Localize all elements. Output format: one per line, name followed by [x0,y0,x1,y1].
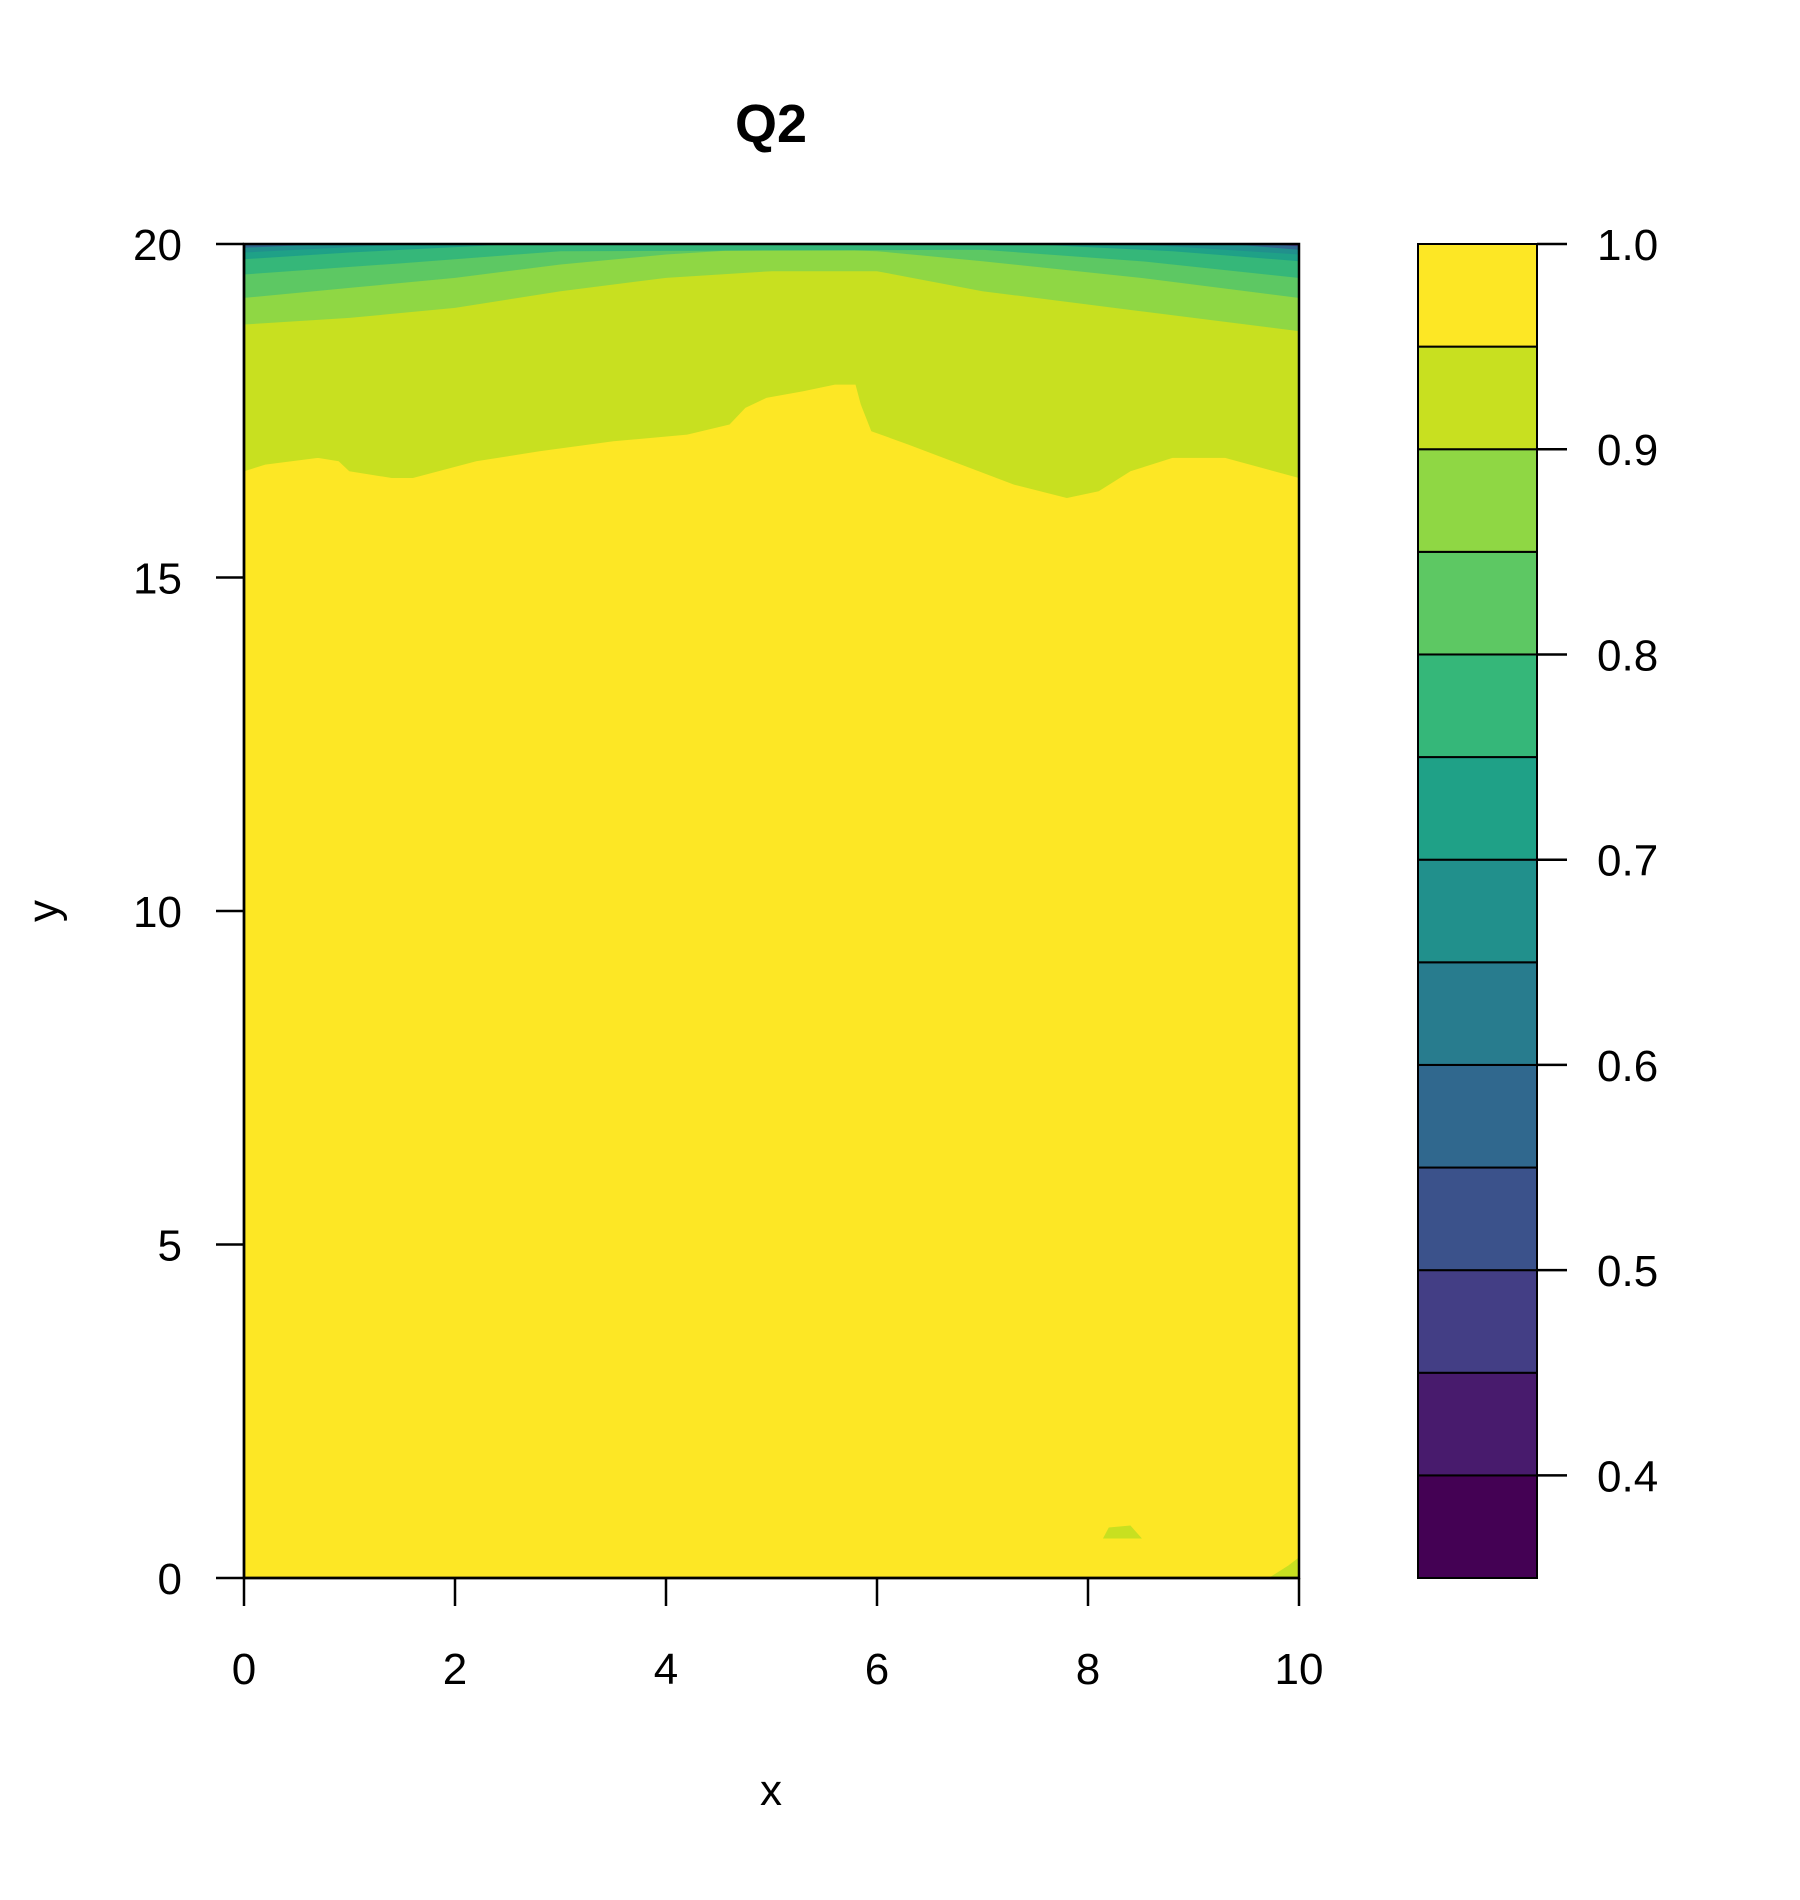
legend-swatch [1417,550,1538,656]
y-axis-label: y [19,900,68,922]
x-tick-label: 6 [865,1645,889,1694]
y-tick-label: 0 [158,1555,182,1604]
legend-tick-label: 0.5 [1597,1247,1658,1296]
legend-swatch [1417,243,1538,348]
contour-region-0 [243,383,1300,1579]
legend-swatch [1417,858,1538,964]
legend-swatch [1417,1371,1538,1477]
x-axis: 0 2 4 6 8 10 [232,1576,1324,1694]
y-axis: 0 5 10 15 20 [133,221,246,1604]
legend-tick-label: 0.6 [1597,1042,1658,1091]
x-tick-label: 10 [1275,1645,1324,1694]
x-tick-label: 4 [654,1645,678,1694]
legend-tick-label: 0.4 [1597,1452,1658,1501]
legend-swatch [1417,961,1538,1066]
y-tick-label: 5 [158,1222,182,1271]
color-legend: 0.4 0.5 0.6 0.7 0.8 0.9 1.0 [1417,221,1658,1580]
legend-swatch [1417,448,1538,553]
legend-tick-label: 0.7 [1597,837,1658,886]
x-axis-label: x [760,1766,782,1815]
x-tick-label: 0 [232,1645,256,1694]
legend-swatch [1417,345,1538,451]
x-tick-label: 8 [1076,1645,1100,1694]
legend-swatch [1417,756,1538,861]
y-tick-label: 10 [133,888,182,937]
legend-swatch [1417,1474,1538,1580]
legend-swatch [1417,653,1538,759]
contour-region-11 [1102,1525,1142,1539]
legend-swatch [1417,1063,1538,1169]
x-tick-label: 2 [443,1645,467,1694]
y-tick-label: 15 [133,555,182,604]
legend-tick-label: 0.8 [1597,631,1658,680]
legend-swatch [1417,1269,1538,1374]
legend-tick-label: 0.9 [1597,426,1658,475]
chart-title: Q2 [735,94,807,154]
legend-swatch [1417,1166,1538,1272]
y-tick-label: 20 [133,221,182,270]
legend-tick-label: 1.0 [1597,221,1658,270]
contour-fill [243,243,1300,1579]
